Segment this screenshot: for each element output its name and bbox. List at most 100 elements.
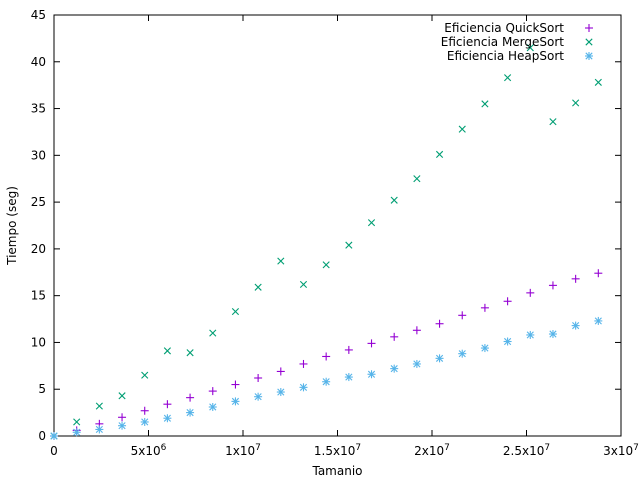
data-point <box>550 118 556 124</box>
x-tick-exponent: 7 <box>633 443 639 453</box>
y-tick-label: 5 <box>38 382 46 396</box>
data-point <box>277 388 285 396</box>
x-tick-exponent: 6 <box>161 443 167 453</box>
data-point <box>299 360 307 368</box>
data-point <box>322 352 330 360</box>
series-star <box>50 317 602 440</box>
data-point <box>413 360 421 368</box>
x-tick-label: 1x107 <box>225 443 261 458</box>
data-point <box>300 281 306 287</box>
data-point <box>594 317 602 325</box>
y-tick-label: 25 <box>31 195 46 209</box>
y-tick-label: 0 <box>38 429 46 443</box>
y-tick-label: 35 <box>31 102 46 116</box>
data-point <box>73 428 81 436</box>
data-point <box>142 372 148 378</box>
y-tick-label: 20 <box>31 242 46 256</box>
data-point <box>322 378 330 386</box>
data-point <box>436 320 444 328</box>
x-tick-label: 3x107 <box>603 443 639 458</box>
x-tick-base: 2x10 <box>414 444 444 458</box>
x-tick-label: 0 <box>50 444 58 458</box>
x-tick-label: 2.5x107 <box>503 443 550 458</box>
data-point <box>391 197 397 203</box>
x-tick-exponent: 7 <box>444 443 450 453</box>
y-tick-label: 45 <box>31 8 46 22</box>
data-point <box>504 297 512 305</box>
x-tick-label: 5x106 <box>131 443 167 458</box>
data-point <box>187 350 193 356</box>
data-point <box>414 176 420 182</box>
data-point <box>231 381 239 389</box>
data-point <box>368 370 376 378</box>
data-point <box>459 126 465 132</box>
x-tick-exponent: 7 <box>544 443 550 453</box>
data-point <box>254 374 262 382</box>
data-point <box>209 387 217 395</box>
data-point <box>481 304 489 312</box>
data-point <box>118 413 126 421</box>
data-point <box>345 346 353 354</box>
data-point <box>413 326 421 334</box>
data-point <box>481 344 489 352</box>
legend-label: Eficiencia HeapSort <box>447 49 564 63</box>
data-point <box>526 331 534 339</box>
legend-marker <box>586 39 592 45</box>
legend-label: Eficiencia QuickSort <box>444 21 564 35</box>
y-tick-label: 10 <box>31 335 46 349</box>
x-axis: 0 5x106 1x107 1.5x107 2x107 2.5x107 3x107 <box>50 15 639 458</box>
data-point <box>549 281 557 289</box>
x-tick-exponent: 7 <box>255 443 261 453</box>
data-series <box>50 45 602 440</box>
data-point <box>232 308 238 314</box>
data-point <box>436 151 442 157</box>
x-tick-base: 5x10 <box>131 444 161 458</box>
data-point <box>323 262 329 268</box>
data-point <box>549 330 557 338</box>
data-point <box>95 425 103 433</box>
data-point <box>482 101 488 107</box>
y-tick-label: 30 <box>31 148 46 162</box>
plot-border <box>54 15 621 436</box>
data-point <box>210 330 216 336</box>
data-point <box>254 393 262 401</box>
data-point <box>255 284 261 290</box>
data-point <box>209 403 217 411</box>
data-point <box>118 422 126 430</box>
data-point <box>96 403 102 409</box>
x-tick-base: 0 <box>50 444 58 458</box>
data-point <box>277 367 285 375</box>
data-point <box>299 383 307 391</box>
data-point <box>164 348 170 354</box>
data-point <box>458 350 466 358</box>
data-point <box>163 400 171 408</box>
series-plus <box>50 269 602 440</box>
data-point <box>141 418 149 426</box>
data-point <box>390 365 398 373</box>
data-point <box>345 373 353 381</box>
data-point <box>73 419 79 425</box>
data-point <box>436 354 444 362</box>
data-point <box>119 393 125 399</box>
y-tick-label: 40 <box>31 55 46 69</box>
legend-marker <box>585 24 593 32</box>
x-tick-label: 2x107 <box>414 443 450 458</box>
data-point <box>368 219 374 225</box>
x-tick-base: 2.5x10 <box>503 444 544 458</box>
data-point <box>231 397 239 405</box>
data-point <box>572 322 580 330</box>
x-axis-title: Tamanio <box>311 464 362 478</box>
data-point <box>504 74 510 80</box>
data-point <box>186 394 194 402</box>
data-point <box>278 258 284 264</box>
data-point <box>458 311 466 319</box>
data-point <box>50 432 58 440</box>
data-point <box>368 339 376 347</box>
data-point <box>141 407 149 415</box>
data-point <box>572 275 580 283</box>
data-point <box>186 409 194 417</box>
legend-label: Eficiencia MergeSort <box>441 35 565 49</box>
data-point <box>163 414 171 422</box>
